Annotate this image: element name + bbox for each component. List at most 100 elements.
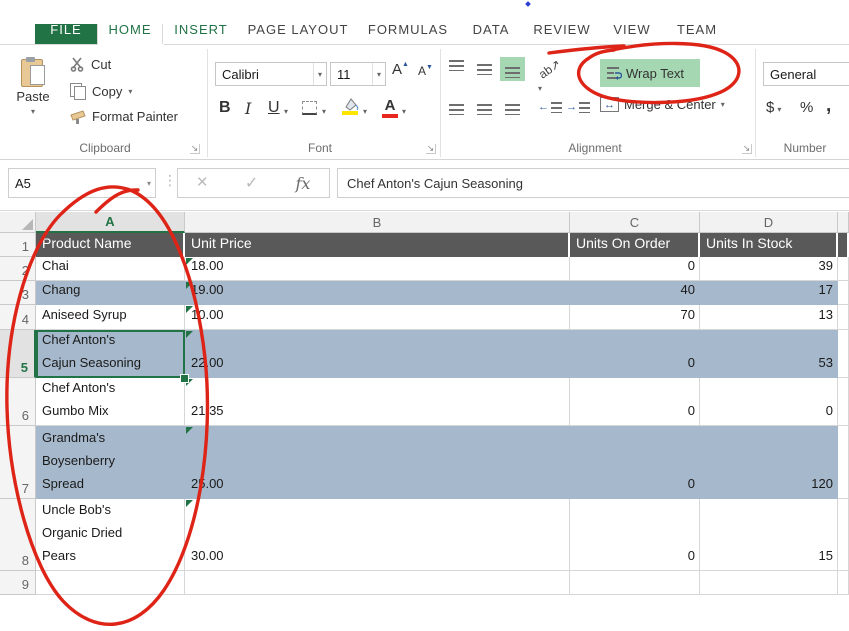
number-format-combo[interactable]: General bbox=[763, 62, 849, 86]
font-color-button[interactable]: A bbox=[382, 97, 398, 119]
column-header-d[interactable]: D bbox=[700, 212, 838, 233]
cell-E3[interactable] bbox=[838, 281, 849, 305]
cell-D5[interactable]: 53 bbox=[700, 330, 838, 378]
cell-D2[interactable]: 39 bbox=[700, 257, 838, 281]
row-header-2[interactable]: 2 bbox=[0, 257, 36, 281]
cell-D4[interactable]: 13 bbox=[700, 305, 838, 330]
cell-B2[interactable]: 18.00 bbox=[185, 257, 570, 281]
font-name-combo[interactable]: Calibri ▾ bbox=[215, 62, 327, 86]
cell-C6[interactable]: 0 bbox=[570, 378, 700, 426]
align-center-button[interactable] bbox=[472, 97, 497, 121]
cell-B3[interactable]: 19.00 bbox=[185, 281, 570, 305]
cell-E6[interactable] bbox=[838, 378, 849, 426]
copy-button[interactable]: Copy ▾ bbox=[70, 83, 133, 100]
header-cell[interactable]: Units On Order bbox=[570, 233, 700, 257]
cell-E8[interactable] bbox=[838, 499, 849, 571]
header-cell[interactable]: Unit Price bbox=[185, 233, 570, 257]
font-size-dropdown-arrow[interactable]: ▾ bbox=[371, 63, 385, 85]
orientation-dropdown-arrow[interactable]: ▾ bbox=[538, 84, 543, 93]
tab-home[interactable]: HOME bbox=[97, 24, 163, 44]
cell-C7[interactable]: 0 bbox=[570, 426, 700, 499]
row-header-8[interactable]: 8 bbox=[0, 499, 36, 571]
percent-button[interactable]: % bbox=[800, 99, 814, 116]
top-align-button[interactable] bbox=[444, 57, 469, 81]
cut-button[interactable]: Cut bbox=[70, 57, 111, 72]
font-color-dropdown-arrow[interactable]: ▾ bbox=[402, 107, 407, 116]
align-left-button[interactable] bbox=[444, 97, 469, 121]
format-painter-button[interactable]: Format Painter bbox=[70, 109, 178, 124]
cell-E2[interactable] bbox=[838, 257, 849, 281]
fill-color-button[interactable] bbox=[342, 98, 360, 118]
cell-C5[interactable]: 0 bbox=[570, 330, 700, 378]
row-header-6[interactable]: 6 bbox=[0, 378, 36, 426]
decrease-indent-button[interactable]: ← bbox=[538, 101, 562, 113]
cell-B5[interactable]: 22.00 bbox=[185, 330, 570, 378]
cell-E7[interactable] bbox=[838, 426, 849, 499]
tab-formulas[interactable]: FORMULAS bbox=[367, 24, 449, 37]
cell-E5[interactable] bbox=[838, 330, 849, 378]
cell-B9[interactable] bbox=[185, 571, 570, 595]
align-right-button[interactable] bbox=[500, 97, 525, 121]
column-header-b[interactable]: B bbox=[185, 212, 570, 233]
tab-page-layout[interactable]: PAGE LAYOUT bbox=[247, 24, 349, 37]
cell-A9[interactable] bbox=[36, 571, 185, 595]
cell-E4[interactable] bbox=[838, 305, 849, 330]
cell-B6[interactable]: 21.35 bbox=[185, 378, 570, 426]
wrap-text-button[interactable]: Wrap Text bbox=[600, 59, 700, 87]
font-dialog-launcher[interactable]: ↘ bbox=[426, 143, 436, 154]
borders-button[interactable] bbox=[302, 101, 317, 115]
decrease-font-button[interactable]: A▼ bbox=[418, 64, 433, 78]
column-header-clipped[interactable] bbox=[838, 212, 849, 233]
comma-button[interactable]: , bbox=[826, 95, 832, 116]
underline-dropdown-arrow[interactable]: ▾ bbox=[284, 107, 289, 116]
cell-D3[interactable]: 17 bbox=[700, 281, 838, 305]
insert-function-icon[interactable]: fx bbox=[295, 173, 311, 193]
row-header-9[interactable]: 9 bbox=[0, 571, 36, 595]
name-box-splitter[interactable]: ⋮ bbox=[163, 172, 177, 188]
clipboard-dialog-launcher[interactable]: ↘ bbox=[190, 143, 200, 154]
bold-button[interactable]: B bbox=[219, 99, 231, 116]
cell-A2[interactable]: Chai bbox=[36, 257, 185, 281]
cell-E9[interactable] bbox=[838, 571, 849, 595]
font-name-dropdown-arrow[interactable]: ▾ bbox=[312, 63, 326, 85]
currency-dropdown-arrow[interactable]: ▾ bbox=[777, 105, 782, 114]
name-box-dropdown-arrow[interactable]: ▾ bbox=[146, 178, 151, 188]
cancel-entry-icon[interactable]: × bbox=[196, 172, 208, 193]
header-cell[interactable]: Product Name bbox=[36, 233, 185, 257]
cell-B4[interactable]: 10.00 bbox=[185, 305, 570, 330]
paste-button[interactable]: Paste ▾ bbox=[10, 53, 56, 141]
tab-insert[interactable]: INSERT bbox=[174, 24, 228, 37]
cell-C2[interactable]: 0 bbox=[570, 257, 700, 281]
currency-button[interactable]: $ ▾ bbox=[766, 99, 782, 116]
header-cell[interactable]: Units In Stock bbox=[700, 233, 838, 257]
cell-C4[interactable]: 70 bbox=[570, 305, 700, 330]
row-header-7[interactable]: 7 bbox=[0, 426, 36, 499]
cell-A6[interactable]: Chef Anton's Gumbo Mix bbox=[36, 378, 185, 426]
row-header-1[interactable]: 1 bbox=[0, 233, 36, 257]
tab-file[interactable]: FILE bbox=[35, 24, 97, 44]
column-header-a[interactable]: A bbox=[36, 212, 185, 233]
font-size-combo[interactable]: 11 ▾ bbox=[330, 62, 386, 86]
row-header-3[interactable]: 3 bbox=[0, 281, 36, 305]
cell-D6[interactable]: 0 bbox=[700, 378, 838, 426]
italic-button[interactable]: I bbox=[245, 99, 252, 118]
borders-dropdown-arrow[interactable]: ▾ bbox=[322, 107, 327, 116]
cell-A3[interactable]: Chang bbox=[36, 281, 185, 305]
cell-E1[interactable] bbox=[838, 233, 849, 257]
cell-D8[interactable]: 15 bbox=[700, 499, 838, 571]
alignment-dialog-launcher[interactable]: ↘ bbox=[742, 143, 752, 154]
cell-D9[interactable] bbox=[700, 571, 838, 595]
copy-dropdown-arrow[interactable]: ▾ bbox=[128, 86, 133, 96]
cell-C8[interactable]: 0 bbox=[570, 499, 700, 571]
merge-center-dropdown-arrow[interactable]: ▾ bbox=[720, 100, 725, 109]
fill-color-dropdown-arrow[interactable]: ▾ bbox=[363, 107, 368, 116]
paste-dropdown-arrow[interactable]: ▾ bbox=[30, 107, 35, 116]
tab-team[interactable]: TEAM bbox=[676, 24, 718, 37]
orientation-button[interactable]: ab↗ ▾ bbox=[536, 57, 568, 93]
tab-view[interactable]: VIEW bbox=[613, 24, 651, 37]
row-header-5[interactable]: 5 bbox=[0, 330, 36, 378]
cell-C9[interactable] bbox=[570, 571, 700, 595]
merge-center-button[interactable]: ↔ Merge & Center ▾ bbox=[600, 97, 725, 112]
cell-A4[interactable]: Aniseed Syrup bbox=[36, 305, 185, 330]
increase-font-button[interactable]: A▲ bbox=[392, 61, 409, 78]
